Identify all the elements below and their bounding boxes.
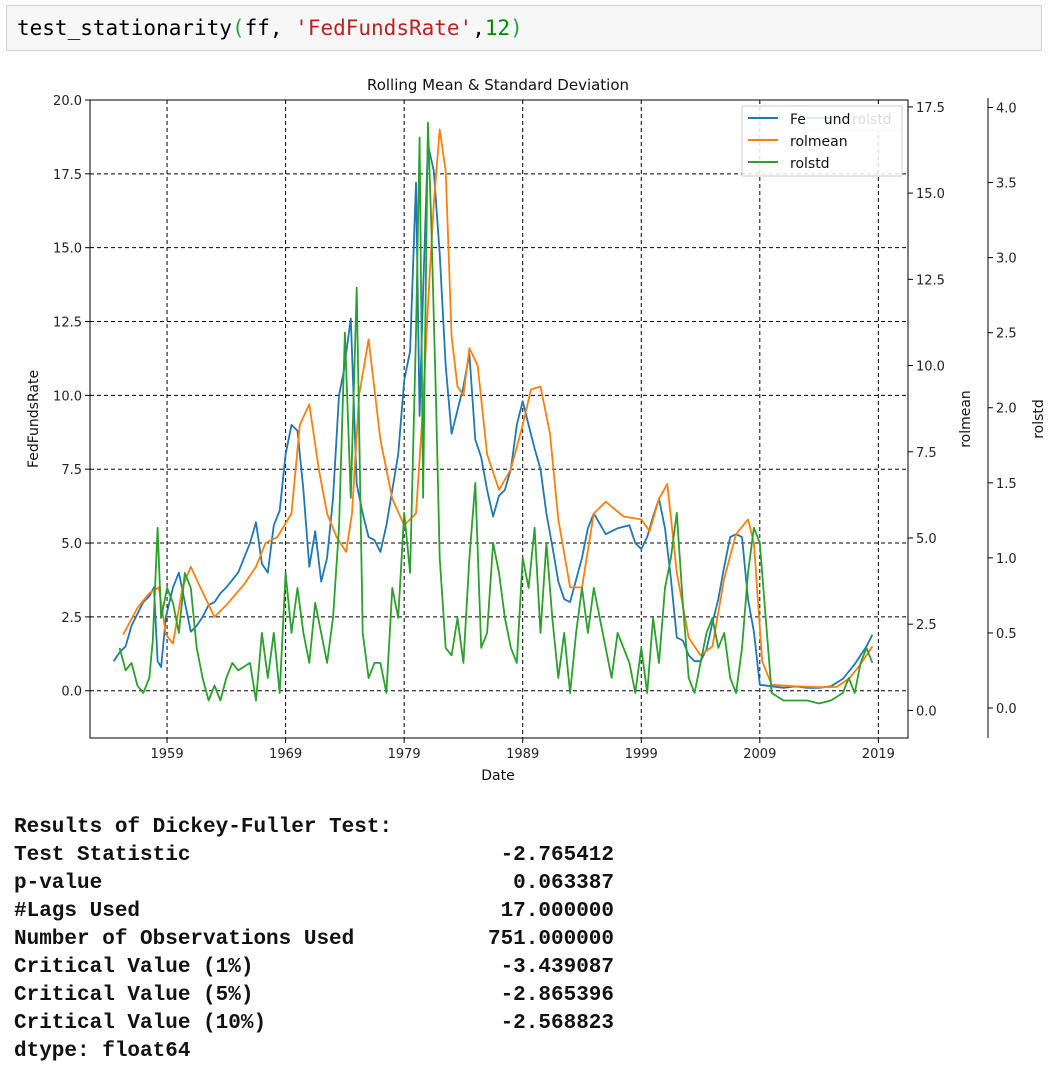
df-row-label: Critical Value (10%) [14,1012,267,1035]
df-row-label: Number of Observations Used [14,928,355,951]
df-row-label: #Lags Used [14,900,141,923]
code-arg-number: 12 [484,16,511,40]
x-tick-label: 2019 [862,747,895,762]
df-row-label: Critical Value (5%) [14,984,254,1007]
legend-rolmean-label: rolmean [790,134,848,150]
df-row: p-value 0.063387 [14,870,614,898]
y-tick-label-rolmean: 15.0 [916,187,945,202]
df-row: Test Statistic -2.765412 [14,842,614,870]
y-tick-label-left: 7.5 [61,463,82,478]
x-tick-label: 1989 [506,747,539,762]
y-tick-label-rolstd: 0.5 [996,627,1017,642]
code-close-paren: ) [510,16,523,40]
legend: Fe und rolmean rolstd [741,105,903,177]
chart-series [112,121,874,705]
code-open-paren: ( [231,16,245,40]
df-row: Number of Observations Used 751.000000 [14,926,614,954]
y-tick-label-rolmean: 7.5 [916,446,937,461]
x-tick-label: 1959 [151,747,184,762]
df-row: Critical Value (1%) -3.439087 [14,954,614,982]
df-row-label: Test Statistic [14,844,191,867]
df-row: Critical Value (5%) -2.865396 [14,982,614,1010]
code-cell[interactable]: test_stationarity(ff, 'FedFundsRate',12) [6,5,1042,51]
x-tick-label: 1969 [269,747,302,762]
code-arg-string: 'FedFundsRate' [295,16,473,40]
y-tick-label-rolmean: 5.0 [916,532,937,547]
df-row-value: -3.439087 [500,956,614,979]
code-line[interactable]: test_stationarity(ff, 'FedFundsRate',12) [17,16,523,40]
x-tick-label: 1999 [625,747,658,762]
y-tick-label-left: 17.5 [53,168,82,183]
df-row-value: -2.865396 [500,984,614,1007]
rolling-chart: Rolling Mean & Standard Deviation 1959 19… [26,76,1047,784]
y-axis-label-rolstd: rolstd [1031,399,1047,439]
df-row-value: -2.568823 [500,1012,614,1035]
df-row-value: 17.000000 [500,900,614,923]
df-row-value: -2.765412 [500,844,614,867]
df-title: Results of Dickey-Fuller Test: [14,816,393,839]
df-row-label: p-value [14,872,103,895]
chart-title: Rolling Mean & Standard Deviation [367,76,629,94]
df-row-label: Critical Value (1%) [14,956,254,979]
y-tick-label-rolstd: 2.0 [996,402,1017,417]
df-rows: Test Statistic -2.765412 p-value 0.063387 #L… [14,842,614,1038]
y-tick-label-rolstd: 1.0 [996,552,1017,567]
dickey-fuller-output: Results of Dickey-Fuller Test: Test Stat… [14,814,614,1066]
y-axis-fedfundsrate: 0.0 2.5 5.0 7.5 10.0 12.5 15.0 17.5 20.0 [53,94,90,700]
y-tick-label-left: 10.0 [53,389,82,404]
y-axis-rolstd: 0.0 0.5 1.0 1.5 2.0 2.5 3.0 3.5 4.0 [987,98,1017,738]
df-row: #Lags Used 17.000000 [14,898,614,926]
df-row: Critical Value (10%) -2.568823 [14,1010,614,1038]
series-line-rolstd [118,121,874,705]
y-tick-label-rolstd: 0.0 [996,702,1017,717]
x-axis: 1959 1969 1979 1989 1999 2009 2019 [151,738,895,762]
x-axis-label: Date [481,768,514,784]
y-tick-label-left: 15.0 [53,242,82,257]
y-tick-label-rolstd: 1.5 [996,477,1017,492]
y-axis-label-rolmean: rolmean [958,390,974,448]
y-tick-label-rolstd: 4.0 [996,102,1017,117]
y-tick-label-rolmean: 12.5 [916,273,945,288]
y-tick-label-left: 2.5 [61,611,82,626]
y-tick-label-rolmean: 0.0 [916,704,937,719]
y-tick-label-left: 5.0 [61,537,82,552]
code-comma: , [472,16,485,40]
y-tick-label-rolmean: 17.5 [916,101,945,116]
y-tick-label-rolmean: 10.0 [916,360,945,375]
series-line-rolmean [122,128,874,689]
chart-grid [90,99,908,738]
y-tick-label-rolmean: 2.5 [916,618,937,633]
legend-rolstd-label: rolstd [790,156,830,172]
y-tick-label-rolstd: 3.0 [996,252,1017,267]
y-axis-rolmean: 0.0 2.5 5.0 7.5 10.0 12.5 15.0 17.5 [908,101,945,719]
df-dtype: dtype: float64 [14,1040,191,1063]
y-tick-label-left: 12.5 [53,316,82,331]
x-tick-label: 1979 [388,747,421,762]
y-tick-label-left: 0.0 [61,685,82,700]
x-tick-label: 2009 [743,747,776,762]
y-axis-label-fedfundsrate: FedFundsRate [26,370,42,468]
y-tick-label-rolstd: 2.5 [996,327,1017,342]
code-arg-ff: ff, [244,16,296,40]
legend-fedfundsrate-label: Fe und [790,112,850,128]
code-function-name: test_stationarity [17,16,232,40]
y-tick-label-left: 20.0 [53,94,82,109]
plot-frame [89,99,909,739]
df-row-value: 0.063387 [513,872,614,895]
series-line-fedfundsrate [112,143,874,689]
df-row-value: 751.000000 [487,928,614,951]
y-tick-label-rolstd: 3.5 [996,177,1017,192]
